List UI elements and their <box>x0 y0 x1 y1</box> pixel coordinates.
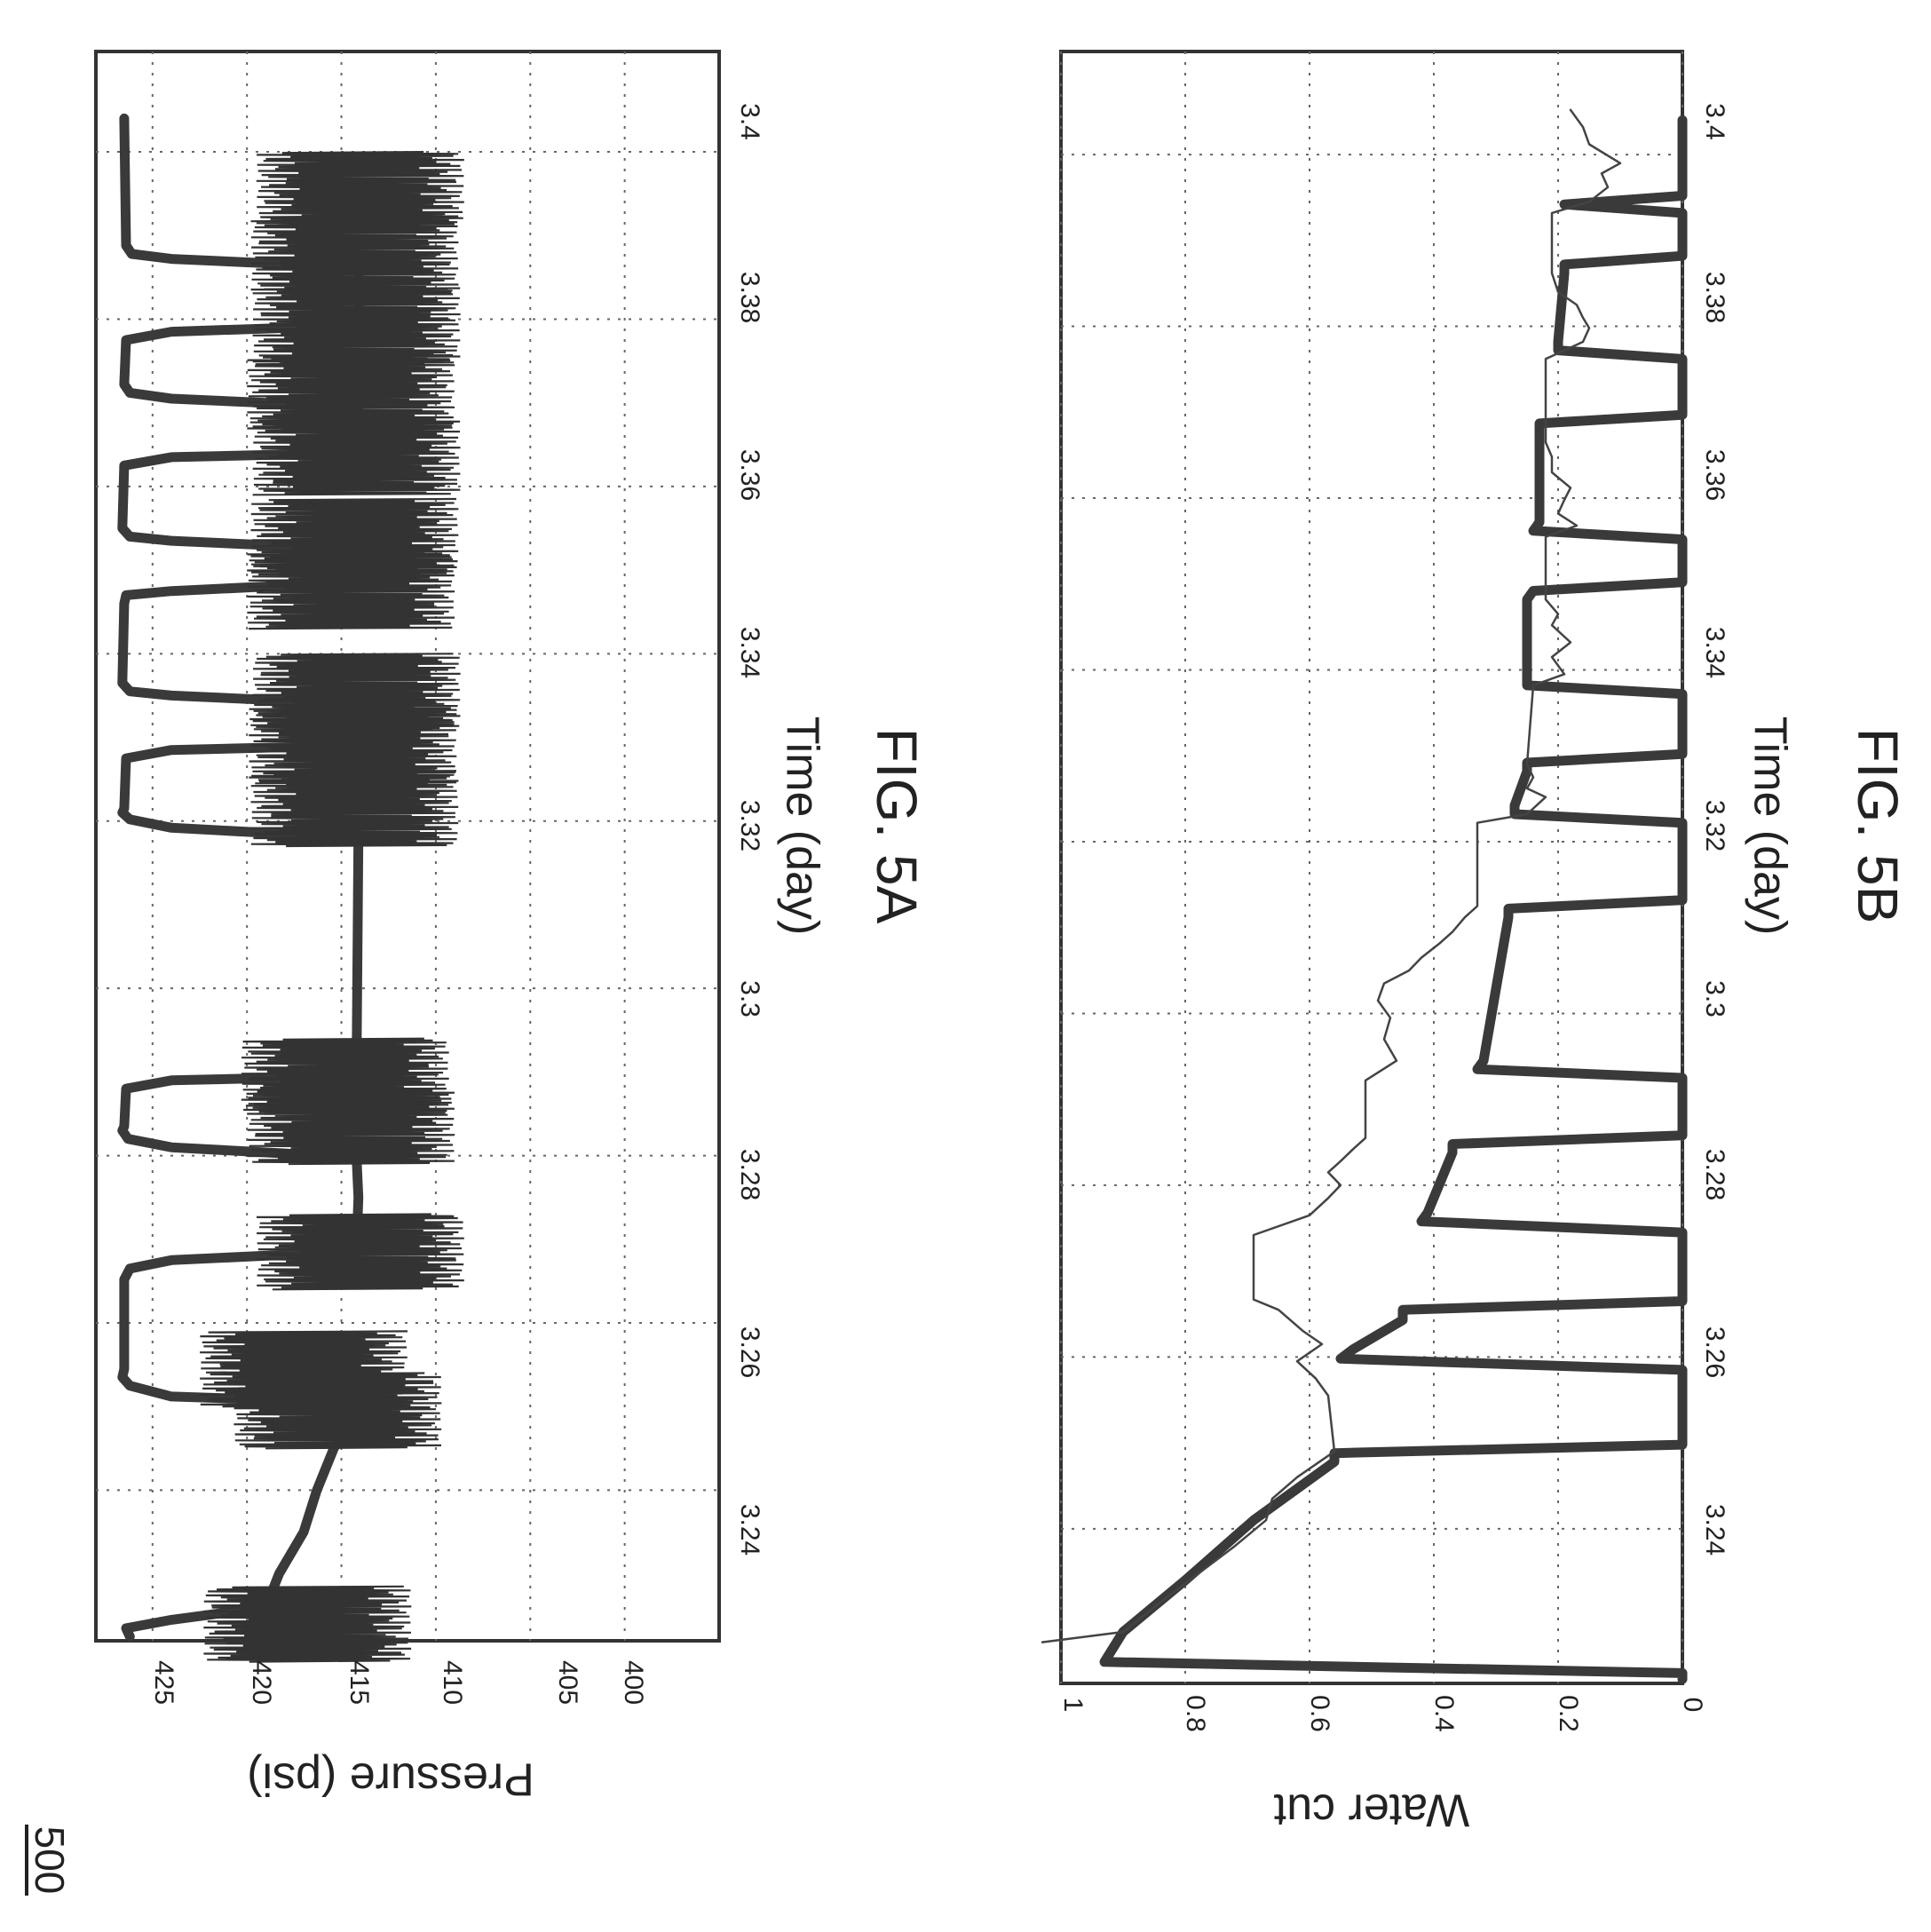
ytick-label: 400 <box>619 1660 648 1705</box>
pressure-burst <box>252 653 461 731</box>
xtick-label: 3.26 <box>1700 1326 1729 1378</box>
pressure-burst <box>247 353 455 432</box>
ytick-label: 0.2 <box>1554 1695 1583 1732</box>
pressure-burst <box>252 287 461 365</box>
xlabel-5b: Time (day) <box>1744 717 1795 936</box>
xtick-label: 3.3 <box>1700 980 1729 1017</box>
series-5b <box>1041 108 1688 1684</box>
ytick-label: 1 <box>1058 1698 1088 1713</box>
ytick-label: 0 <box>1678 1698 1707 1713</box>
xlabel-5a: Time (day) <box>776 717 827 936</box>
pressure-burst <box>252 418 461 496</box>
xtick-label: 3.3 <box>735 980 764 1017</box>
xtick-label: 3.38 <box>735 272 764 323</box>
xtick-label: 3.24 <box>735 1504 764 1556</box>
xtick-label: 3.24 <box>1700 1504 1729 1556</box>
figure-number: 500 <box>27 1826 73 1895</box>
xtick-label: 3.32 <box>1700 800 1729 851</box>
ylabel-5b: Water cut <box>1273 1784 1469 1835</box>
xtick-label: 3.34 <box>1700 627 1729 678</box>
xtick-label: 3.34 <box>735 627 764 678</box>
ytick-label: 0.8 <box>1181 1695 1210 1732</box>
xtick-label: 3.26 <box>735 1326 764 1378</box>
pressure-burst <box>256 1213 464 1291</box>
xtick-label: 3.28 <box>1700 1149 1729 1200</box>
ytick-label: 0.6 <box>1305 1695 1334 1732</box>
chart-5b: 0 0.2 0.4 0.6 0.8 1 3.24 3.26 3.28 3.3 3… <box>1041 50 1910 1835</box>
caption-5b: FIG. 5B <box>1846 728 1910 924</box>
xtick-label: 3.38 <box>1700 272 1729 323</box>
figure-number-group: 500 <box>25 1825 73 1896</box>
xtick-label: 3.4 <box>735 103 764 140</box>
ytick-label: 410 <box>438 1660 467 1705</box>
caption-5a: FIG. 5A <box>865 728 929 924</box>
pressure-burst <box>256 151 464 228</box>
pressure-burst <box>241 1037 449 1115</box>
ytick-label: 420 <box>247 1660 276 1705</box>
pressure-burst <box>250 497 459 575</box>
ytick-label: 425 <box>149 1660 178 1705</box>
pressure-burst <box>200 1330 408 1408</box>
pressure-burst <box>250 215 459 293</box>
xtick-label: 3.36 <box>1700 449 1729 501</box>
yticks-5a: 400 405 410 415 420 425 <box>149 1660 648 1705</box>
pressure-burst <box>203 1585 412 1663</box>
chart-5a: 400 405 410 415 420 425 3.24 3.26 3.28 3… <box>94 50 929 1804</box>
series-line-thin <box>1041 108 1622 1643</box>
series-5a <box>117 113 464 1663</box>
xtick-label: 3.4 <box>1700 103 1729 140</box>
ytick-label: 405 <box>553 1660 582 1705</box>
series-line-thick <box>117 113 364 1642</box>
xtick-label: 3.28 <box>735 1149 764 1200</box>
ytick-label: 415 <box>344 1660 374 1705</box>
plot-area-5b <box>1041 50 1688 1685</box>
xtick-label: 3.32 <box>735 800 764 851</box>
plot-area-5a <box>94 50 721 1663</box>
yticks-5b: 0 0.2 0.4 0.6 0.8 1 <box>1058 1695 1707 1732</box>
series-line-thick <box>1099 115 1688 1684</box>
xtick-label: 3.36 <box>735 449 764 501</box>
xticks-5a: 3.24 3.26 3.28 3.3 3.32 3.34 3.36 3.38 3… <box>735 103 764 1556</box>
ylabel-5a: Pressure (psi) <box>247 1753 534 1804</box>
plot-frame-5b <box>1059 50 1684 1685</box>
xticks-5b: 3.24 3.26 3.28 3.3 3.32 3.34 3.36 3.38 3… <box>1700 103 1729 1556</box>
ytick-label: 0.4 <box>1429 1695 1459 1732</box>
